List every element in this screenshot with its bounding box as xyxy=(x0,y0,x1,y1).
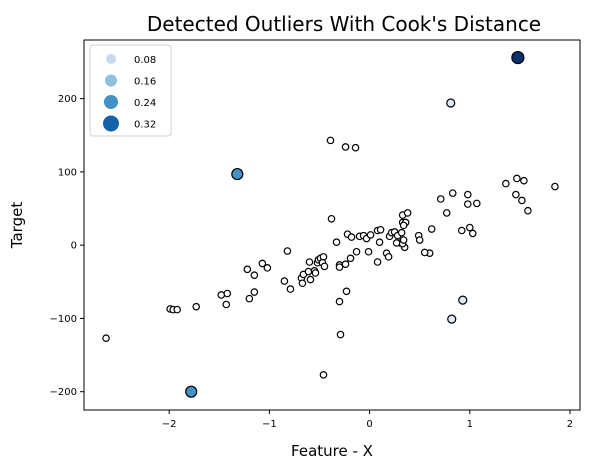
data-point xyxy=(403,209,412,217)
data-point xyxy=(502,179,510,188)
data-point xyxy=(520,176,528,185)
data-point xyxy=(283,247,292,255)
data-point xyxy=(245,294,254,303)
data-point xyxy=(420,248,429,257)
data-point xyxy=(319,371,328,379)
data-point xyxy=(286,285,295,293)
data-point xyxy=(311,269,320,277)
data-point xyxy=(392,239,401,247)
data-point xyxy=(298,279,307,288)
data-point xyxy=(524,206,532,215)
data-point xyxy=(335,263,344,271)
data-point xyxy=(305,258,314,266)
data-point xyxy=(366,231,375,239)
data-point xyxy=(399,236,408,244)
legend-label: 0.24 xyxy=(134,98,156,109)
x-tick-label: 1 xyxy=(467,419,473,430)
legend-label: 0.08 xyxy=(134,55,156,66)
data-point xyxy=(217,291,226,299)
legend-label: 0.16 xyxy=(134,77,156,88)
x-axis-label: Feature - X xyxy=(291,442,373,460)
data-point xyxy=(258,259,267,268)
data-point xyxy=(364,247,373,256)
outlier-point xyxy=(231,167,244,181)
outlier-point xyxy=(185,385,198,398)
x-tick-label: −2 xyxy=(162,419,177,430)
legend-marker-icon xyxy=(106,54,116,64)
data-point xyxy=(551,182,559,191)
x-tick-label: 2 xyxy=(567,419,573,430)
data-point xyxy=(327,214,336,223)
data-point xyxy=(332,238,341,247)
data-point xyxy=(280,277,289,285)
y-tick-label: 200 xyxy=(58,94,77,105)
data-point xyxy=(306,275,315,284)
data-point xyxy=(341,260,350,268)
legend-marker-icon xyxy=(104,95,118,109)
outlier-point xyxy=(458,295,468,305)
data-point xyxy=(351,143,360,152)
x-tick-label: −1 xyxy=(262,419,277,430)
x-tick-label: 0 xyxy=(366,419,372,430)
data-point xyxy=(427,225,436,233)
data-point xyxy=(223,289,232,298)
data-point xyxy=(326,136,335,145)
outlier-point xyxy=(511,50,525,65)
outlier-point xyxy=(447,314,457,324)
data-point xyxy=(347,233,356,241)
data-point xyxy=(457,226,466,235)
data-point xyxy=(448,189,457,197)
data-point xyxy=(373,258,382,266)
plot-frame xyxy=(83,39,581,411)
chart-title: Detected Outliers With Cook's Distance xyxy=(147,12,541,36)
data-point xyxy=(513,174,521,183)
outlier-point xyxy=(446,98,456,108)
data-point xyxy=(250,271,259,279)
y-tick-label: 0 xyxy=(71,241,77,252)
data-point xyxy=(352,247,361,256)
data-point xyxy=(342,287,351,296)
data-point xyxy=(384,253,393,261)
data-point xyxy=(436,195,445,203)
legend-marker-icon xyxy=(105,74,117,87)
data-point xyxy=(341,143,350,151)
data-point xyxy=(397,228,406,237)
legend-box xyxy=(89,44,172,137)
data-point xyxy=(250,288,259,296)
data-point xyxy=(346,254,355,263)
data-point xyxy=(465,223,474,232)
legend-label: 0.32 xyxy=(134,120,156,131)
y-tick-label: −100 xyxy=(50,314,77,325)
x-axis-ticks: −2 −1 0 1 2 xyxy=(162,410,573,430)
y-tick-label: −200 xyxy=(50,387,77,398)
data-point xyxy=(102,334,110,342)
data-point xyxy=(468,229,477,238)
data-point xyxy=(304,267,313,276)
data-point xyxy=(375,238,384,247)
y-axis-ticks: −200 −100 0 100 200 xyxy=(50,94,84,398)
data-point xyxy=(222,300,231,309)
data-point xyxy=(376,225,385,234)
data-point xyxy=(415,236,424,244)
data-point xyxy=(320,262,329,271)
data-point xyxy=(463,190,472,199)
data-point xyxy=(335,297,344,306)
data-point xyxy=(243,265,252,274)
data-point xyxy=(472,199,481,208)
data-point xyxy=(463,200,472,208)
legend: 0.08 0.16 0.24 0.32 xyxy=(89,44,172,137)
data-point xyxy=(442,209,451,217)
data-point xyxy=(173,305,181,314)
data-point xyxy=(512,190,520,199)
data-point xyxy=(336,330,345,339)
legend-marker-icon xyxy=(103,115,119,132)
data-point xyxy=(518,196,526,205)
data-points xyxy=(102,50,559,398)
y-axis-label: Target xyxy=(8,202,26,250)
y-tick-label: 100 xyxy=(58,167,77,178)
data-point xyxy=(263,264,272,272)
data-point xyxy=(192,302,201,311)
data-point xyxy=(399,221,408,230)
